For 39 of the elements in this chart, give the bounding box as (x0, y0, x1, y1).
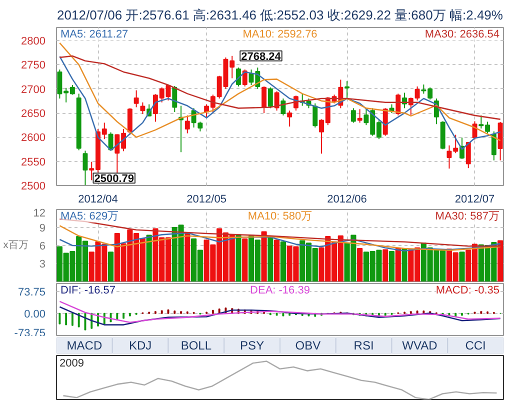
x-tick-label: 2012/04 (78, 194, 118, 206)
text: PSY (240, 338, 264, 352)
x-tick-label: 2012/05 (186, 194, 226, 206)
series-label: MA5: 629万 (60, 210, 119, 222)
text: MACD (66, 338, 102, 352)
text: WVAD (402, 338, 438, 352)
y-tick-label: 2700 (21, 84, 46, 96)
text: MA30: 2636.54 (424, 28, 500, 40)
series-label: MA5: 2611.27 (60, 28, 128, 40)
annotation: 2500.79 (94, 173, 134, 186)
y-tick-label: 12 (33, 208, 46, 220)
y-tick-label: 9 (39, 222, 46, 234)
y-tick-label: 2800 (21, 36, 46, 48)
series-label: DEA: -16.39 (250, 284, 310, 296)
chart-title: 2012/07/06 开:2576.61 高:2631.46 低:2552.03 收:2629.22 量:680万 幅:2.49% (57, 8, 504, 22)
y-tick-label: 3 (39, 258, 46, 270)
series-label: MACD: -0.35 (436, 284, 500, 296)
y-tick-label: 73.75 (18, 286, 46, 298)
series-label: MA30: 587万 (435, 210, 500, 222)
annotation: 2009 (60, 358, 84, 370)
text: BOLL (180, 338, 212, 352)
y-tick-label: 2650 (21, 108, 46, 120)
x-tick-label: 2012/07 (454, 194, 495, 206)
text: KDJ (128, 338, 152, 352)
y-axis-title: x百万 (3, 240, 28, 251)
y-tick-label: 2600 (21, 132, 46, 144)
series-label: MA10: 580万 (248, 210, 312, 222)
text: MA10: 2592.76 (242, 28, 318, 40)
annotation: 2768.24 (241, 50, 282, 63)
series-label: DIF: -16.57 (60, 284, 116, 296)
y-tick-label: 2500 (21, 180, 46, 192)
text: CCI (465, 338, 486, 352)
y-tick-label: 2550 (21, 156, 46, 168)
text: RSI (354, 338, 374, 352)
y-tick-label: 2750 (21, 60, 46, 72)
y-tick-label: 0.00 (24, 308, 46, 320)
x-tick-label: 2012/06 (327, 194, 367, 206)
y-tick-label: 6 (39, 240, 46, 252)
text: OBV (295, 338, 321, 352)
